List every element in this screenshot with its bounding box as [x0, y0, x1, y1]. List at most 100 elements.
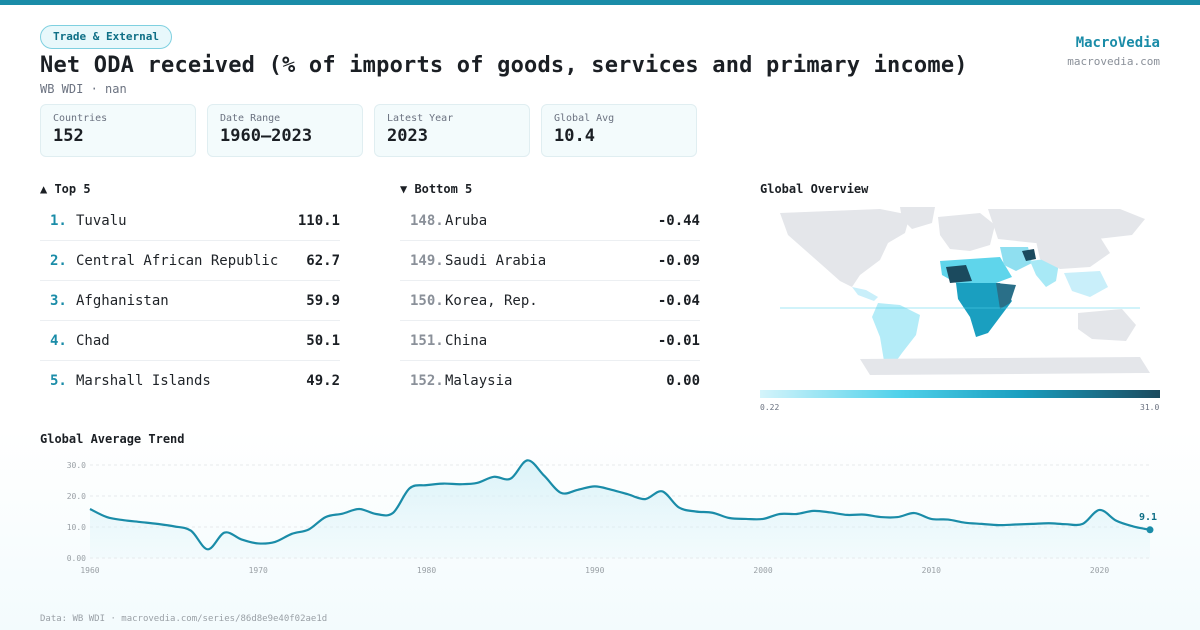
stat-value: 152 — [53, 126, 84, 146]
trend-area — [90, 460, 1150, 558]
stat-label: Date Range — [220, 113, 281, 124]
brand-url[interactable]: macrovedia.com — [1067, 55, 1160, 68]
country-name: Malaysia — [445, 373, 513, 389]
map-central-africa[interactable] — [956, 283, 1012, 337]
country-name: China — [445, 332, 488, 349]
y-tick-label: 30.0 — [67, 461, 86, 470]
rank-number: 148. — [410, 212, 444, 229]
x-tick-label: 2020 — [1090, 566, 1109, 575]
map-south-america[interactable] — [872, 303, 920, 367]
map-east-africa[interactable] — [996, 283, 1016, 309]
map-north-america[interactable] — [780, 209, 910, 287]
list-item[interactable]: 4. Chad 50.1 — [40, 321, 340, 361]
list-item[interactable]: 5. Marshall Islands 49.2 — [40, 361, 340, 401]
country-value: 62.7 — [306, 252, 340, 269]
page-subtitle: WB WDI · nan — [40, 82, 127, 96]
stat-value: 2023 — [387, 126, 428, 146]
legend-min-label: 0.22 — [760, 403, 780, 412]
list-item[interactable]: 150. Korea, Rep. -0.04 — [400, 281, 700, 321]
world-map-svg — [780, 207, 1150, 375]
list-item[interactable]: 151. China -0.01 — [400, 321, 700, 361]
x-tick-label: 1970 — [249, 566, 268, 575]
trend-line — [89, 459, 1151, 551]
country-name: Aruba — [445, 212, 488, 229]
country-name: Korea, Rep. — [445, 292, 538, 309]
rank-number: 1. — [50, 212, 67, 229]
country-name: Chad — [76, 332, 110, 349]
map-afghanistan[interactable] — [1022, 249, 1036, 261]
country-value: -0.09 — [657, 252, 700, 269]
stat-value: 10.4 — [554, 126, 595, 146]
country-value: 50.1 — [306, 332, 340, 349]
latest-point — [1146, 526, 1154, 534]
page-title: Net ODA received (% of imports of goods,… — [40, 53, 968, 78]
list-item[interactable]: 149. Saudi Arabia -0.09 — [400, 241, 700, 281]
map-heading: Global Overview — [760, 182, 869, 196]
country-value: 49.2 — [306, 373, 340, 389]
country-value: 0.00 — [666, 373, 700, 389]
footer-source: Data: WB WDI · macrovedia.com/series/86d… — [40, 614, 328, 624]
x-tick-label: 2000 — [753, 566, 772, 575]
trend-heading: Global Average Trend — [40, 432, 185, 446]
stat-label: Countries — [53, 113, 108, 124]
y-tick-label: 0.00 — [67, 554, 86, 563]
country-name: Marshall Islands — [76, 373, 211, 389]
list-item[interactable]: 2. Central African Republic 62.7 — [40, 241, 340, 281]
stat-card-countries: Countries 152 — [40, 104, 196, 157]
x-tick-label: 1980 — [417, 566, 436, 575]
brand: MacroVedia macrovedia.com — [1067, 35, 1160, 68]
country-name: Afghanistan — [76, 292, 169, 309]
country-value: -0.44 — [657, 212, 700, 229]
country-name: Saudi Arabia — [445, 252, 547, 269]
bottom5-heading: ▼ Bottom 5 — [400, 182, 473, 196]
country-value: 59.9 — [306, 292, 340, 309]
country-name: Central African Republic — [76, 252, 279, 269]
rank-number: 149. — [410, 252, 444, 269]
legend-max-label: 31.0 — [1140, 403, 1160, 412]
rank-number: 5. — [50, 373, 67, 389]
stat-card-date-range: Date Range 1960–2023 — [207, 104, 363, 157]
rank-number: 2. — [50, 252, 67, 269]
rank-number: 150. — [410, 292, 444, 309]
list-item[interactable]: 152. Malaysia 0.00 — [400, 361, 700, 401]
rank-number: 152. — [410, 373, 444, 389]
map-greenland[interactable] — [900, 207, 935, 229]
map-china[interactable] — [1036, 237, 1110, 269]
country-value: 110.1 — [297, 212, 340, 229]
stat-card-global-avg: Global Avg 10.4 — [541, 104, 697, 157]
map-central-america[interactable] — [852, 287, 878, 301]
top5-heading: ▲ Top 5 — [40, 182, 91, 196]
country-value: -0.01 — [657, 332, 700, 349]
map-color-legend — [760, 390, 1160, 398]
country-name: Tuvalu — [76, 212, 127, 229]
bottom5-list: 148. Aruba -0.44 149. Saudi Arabia -0.09… — [400, 201, 700, 401]
x-tick-label: 1990 — [585, 566, 604, 575]
top-accent-bar — [0, 0, 1200, 5]
stat-value: 1960–2023 — [220, 126, 313, 146]
list-item[interactable]: 148. Aruba -0.44 — [400, 201, 700, 241]
stat-card-latest-year: Latest Year 2023 — [374, 104, 530, 157]
category-tag[interactable]: Trade & External — [40, 25, 172, 49]
latest-value-label: 9.1 — [1139, 512, 1157, 523]
brand-name[interactable]: MacroVedia — [1075, 35, 1160, 51]
map-sahel[interactable] — [946, 265, 972, 283]
rank-number: 151. — [410, 332, 444, 349]
map-europe[interactable] — [938, 213, 995, 251]
map-russia[interactable] — [988, 209, 1145, 243]
map-australia[interactable] — [1078, 309, 1136, 341]
map-antarctica[interactable] — [860, 357, 1150, 375]
list-item[interactable]: 3. Afghanistan 59.9 — [40, 281, 340, 321]
y-tick-label: 20.0 — [67, 492, 86, 501]
rank-number: 4. — [50, 332, 67, 349]
trend-chart[interactable]: 0.00 10.0 20.0 30.0 1960 1970 1980 1990 2000 2010… — [40, 455, 1160, 580]
world-map[interactable] — [760, 205, 1160, 380]
list-item[interactable]: 1. Tuvalu 110.1 — [40, 201, 340, 241]
rank-number: 3. — [50, 292, 67, 309]
x-tick-label: 1960 — [80, 566, 99, 575]
stat-label: Global Avg — [554, 113, 615, 124]
map-southeast-asia[interactable] — [1064, 271, 1108, 297]
stat-label: Latest Year — [387, 113, 454, 124]
x-tick-label: 2010 — [922, 566, 941, 575]
y-tick-label: 10.0 — [67, 523, 86, 532]
country-value: -0.04 — [657, 292, 700, 309]
